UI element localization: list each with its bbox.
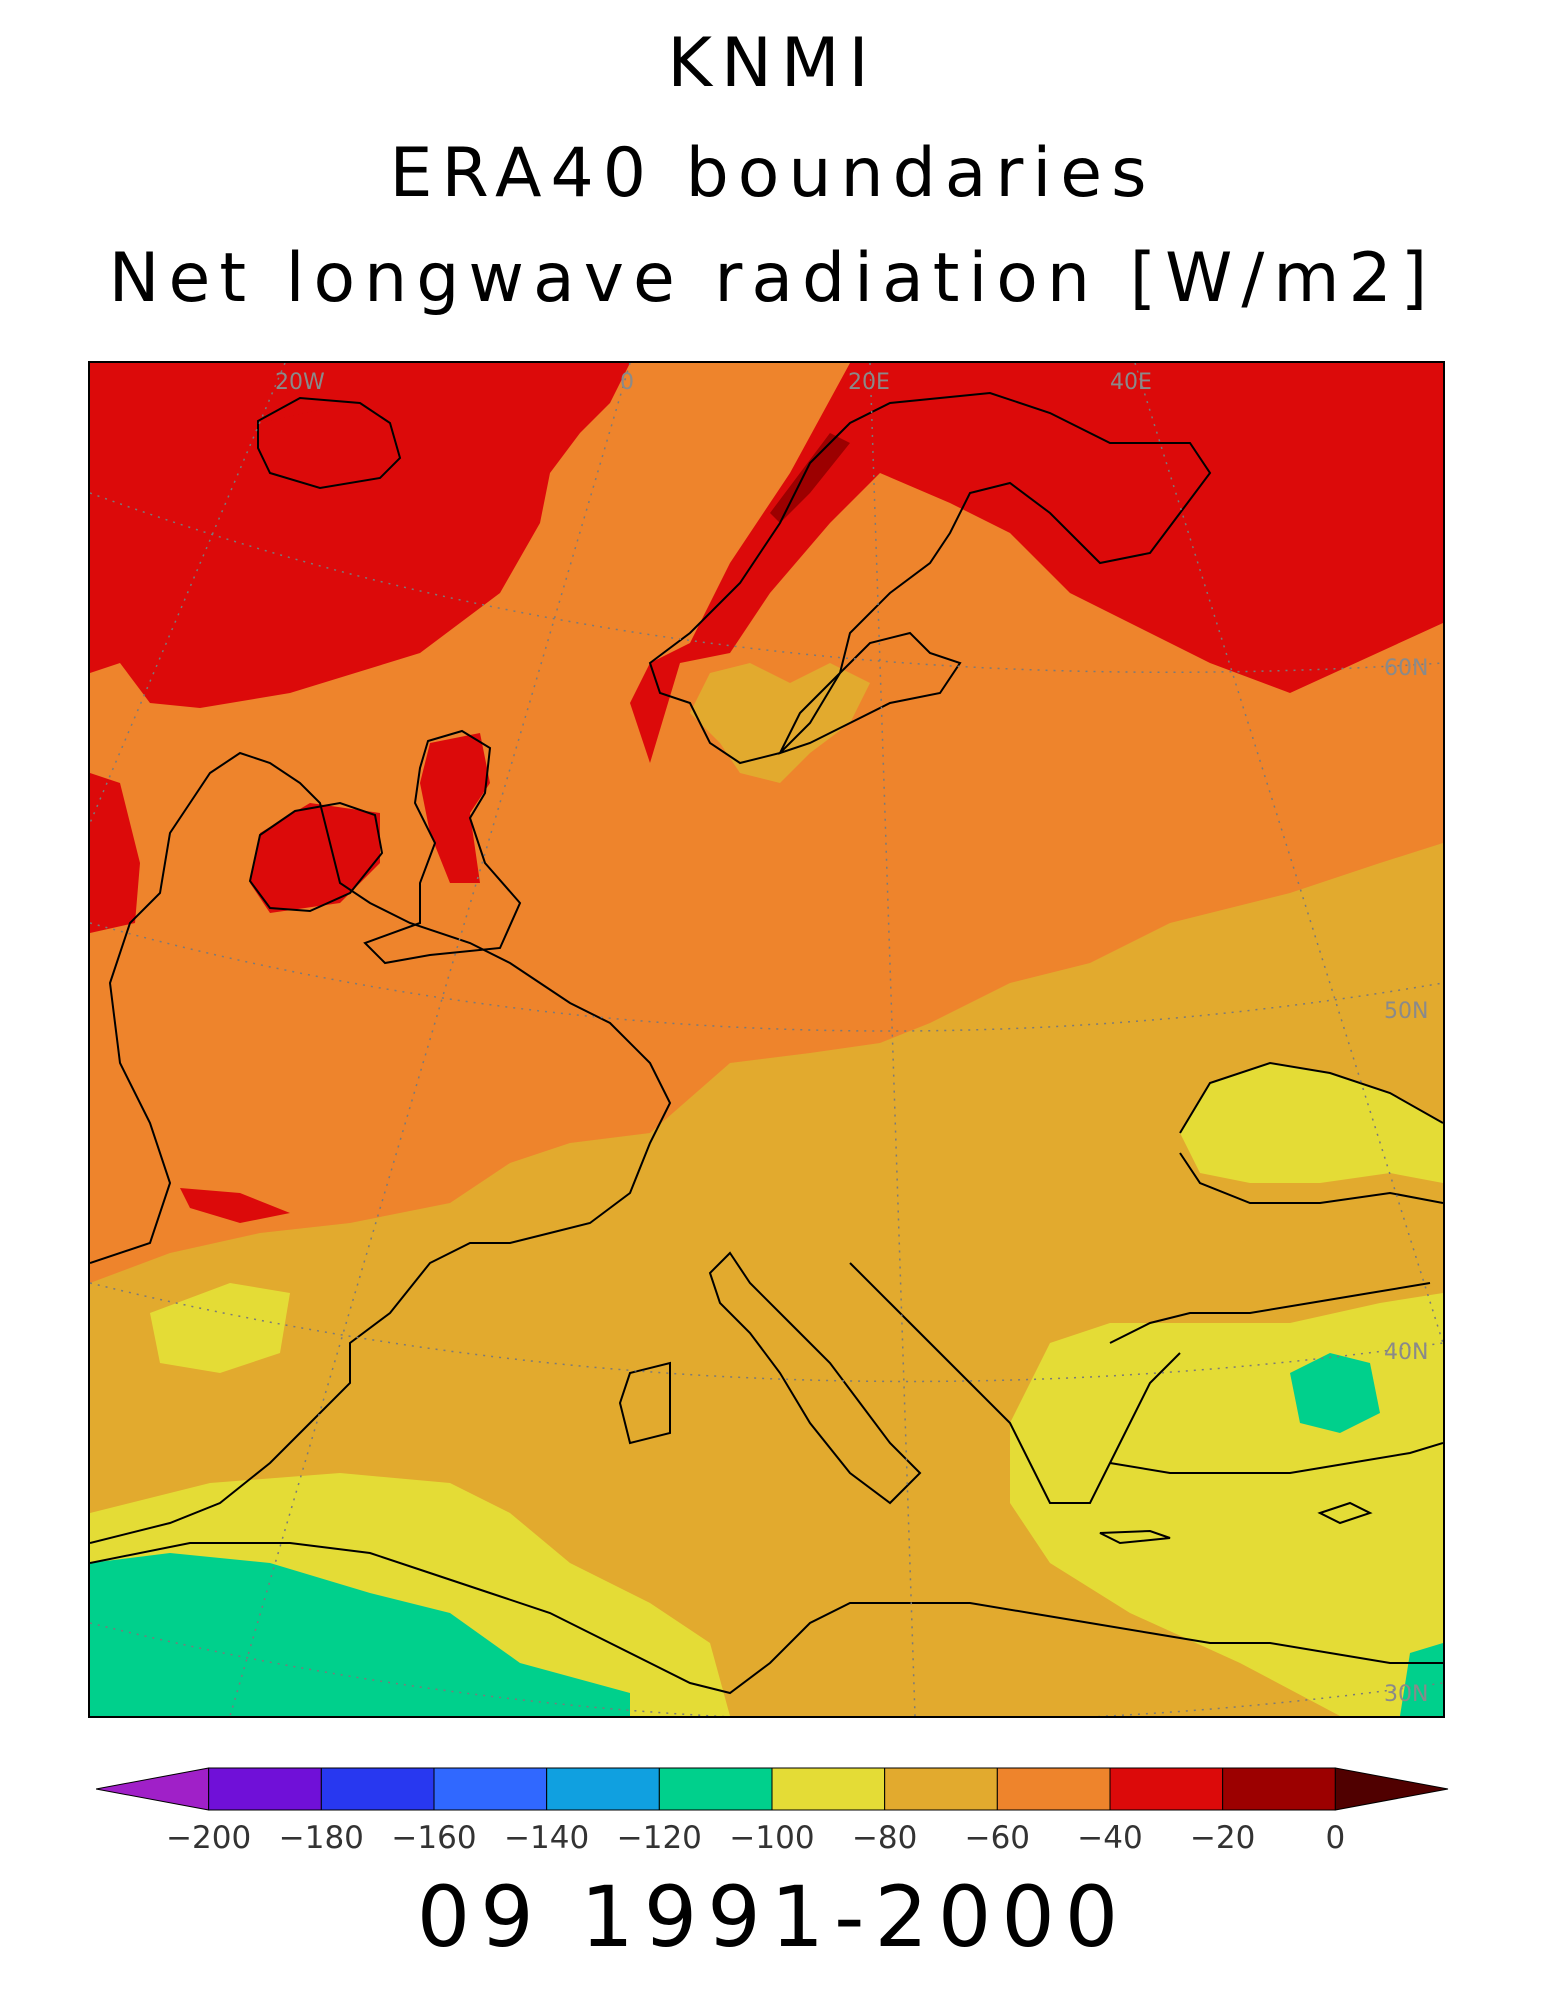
colorbar-swatch bbox=[658, 1767, 773, 1811]
graticule bbox=[90, 363, 1443, 1716]
grid-label-20w: 20W bbox=[275, 370, 325, 395]
map-panel: 20W 0 20E 40E 60N 50N 40N 30N bbox=[88, 361, 1445, 1718]
coastline-scandinavia bbox=[648, 391, 1212, 765]
grid-labels: 20W 0 20E 40E 60N 50N 40N 30N bbox=[275, 370, 1428, 1707]
colorbar-tick-label: −120 bbox=[617, 1820, 702, 1856]
coastline-balkans bbox=[849, 1262, 1181, 1504]
colorbar-swatch bbox=[1222, 1767, 1336, 1811]
graticule-lon-20e bbox=[869, 363, 916, 1716]
field-middle-east-green bbox=[1400, 1643, 1443, 1716]
colorbar-tick-label: −20 bbox=[1190, 1820, 1255, 1856]
coastline-ireland bbox=[248, 801, 384, 913]
grid-label-50n: 50N bbox=[1384, 999, 1428, 1024]
field-pyrenees-red bbox=[180, 1188, 290, 1223]
graticule-lat-30 bbox=[90, 1622, 1443, 1716]
graticule-lat-50 bbox=[90, 922, 1443, 1032]
field-iceland-red bbox=[260, 403, 400, 483]
grid-label-30n: 30N bbox=[1384, 1682, 1428, 1707]
field-ireland-red bbox=[250, 803, 380, 913]
colorbar-swatch bbox=[1109, 1767, 1224, 1811]
graticule-lat-40 bbox=[90, 1282, 1443, 1383]
graticule-lon-20w bbox=[90, 363, 286, 824]
coastline-cyprus bbox=[1317, 1501, 1373, 1525]
colorbar-tick-labels: −200 −180 −160 −140 −120 −100 −80 −60 −40 −20 0 bbox=[166, 1820, 1345, 1856]
colorbar-swatch bbox=[546, 1767, 660, 1811]
period-label: 09 1991-2000 bbox=[416, 1868, 1129, 1966]
title-line-2: ERA40 boundaries bbox=[389, 134, 1156, 213]
graticule-lat-60 bbox=[90, 492, 1443, 674]
colorbar: −200 −180 −160 −140 −120 −100 −80 −60 −40 −20 0 bbox=[96, 1767, 1449, 1856]
coastline-baltic bbox=[778, 631, 962, 755]
grid-label-20e: 20E bbox=[848, 370, 890, 395]
field-sahara-green bbox=[90, 1553, 630, 1716]
colorbar-swatch bbox=[771, 1767, 886, 1811]
coastlines bbox=[90, 391, 1443, 1695]
coastline-north-africa bbox=[90, 1542, 1443, 1695]
colorbar-tick-label: −160 bbox=[391, 1820, 476, 1856]
grid-label-40n: 40N bbox=[1384, 1340, 1428, 1365]
grid-label-60n: 60N bbox=[1384, 656, 1428, 681]
colorbar-tick-label: −180 bbox=[279, 1820, 364, 1856]
colorbar-tick-label: −80 bbox=[852, 1820, 917, 1856]
colorbar-swatch bbox=[320, 1767, 435, 1811]
colorbar-swatch bbox=[96, 1767, 210, 1811]
colorbar-tick-label: −100 bbox=[729, 1820, 814, 1856]
colorbar-tick-label: −60 bbox=[965, 1820, 1030, 1856]
title-line-1: KNMI bbox=[667, 24, 878, 103]
field-north-atlantic-red bbox=[90, 363, 630, 708]
colorbar-swatch bbox=[996, 1767, 1111, 1811]
title-line-3: Net longwave radiation [W/m2] bbox=[108, 239, 1437, 318]
coastline-europe-west bbox=[90, 751, 672, 1544]
coastline-turkey bbox=[1109, 1282, 1443, 1474]
coastline-crete bbox=[1099, 1529, 1171, 1545]
colorbar-tick-label: −200 bbox=[166, 1820, 251, 1856]
field-west-edge-red bbox=[90, 773, 140, 933]
map-canvas: 20W 0 20E 40E 60N 50N 40N 30N bbox=[90, 363, 1443, 1716]
colorbar-swatches bbox=[96, 1767, 1449, 1811]
colorbar-tick-label: −140 bbox=[504, 1820, 589, 1856]
grid-label-0: 0 bbox=[620, 370, 634, 395]
colorbar-swatch bbox=[433, 1767, 548, 1811]
coastline-italy bbox=[708, 1251, 922, 1505]
colorbar-swatch bbox=[208, 1767, 322, 1811]
colorbar-tick-label: 0 bbox=[1325, 1820, 1345, 1856]
field-britain-red bbox=[420, 733, 490, 883]
coastline-iceland bbox=[257, 396, 402, 490]
graticule-lon-40e bbox=[1134, 363, 1443, 1344]
grid-label-40e: 40E bbox=[1110, 370, 1152, 395]
colorbar-swatch bbox=[1334, 1767, 1449, 1811]
coastline-black-sea bbox=[1179, 1061, 1443, 1204]
field-baltic-amber bbox=[690, 663, 870, 783]
coastline-sardinia bbox=[618, 1361, 671, 1445]
colorbar-swatch bbox=[884, 1767, 998, 1811]
graticule-lon-0 bbox=[229, 363, 631, 1716]
colorbar-tick-label: −40 bbox=[1077, 1820, 1142, 1856]
field-black-sea-yellow bbox=[1180, 1063, 1443, 1183]
field-mountains-darkred bbox=[770, 433, 850, 523]
coastline-britain bbox=[363, 729, 522, 965]
field-anatolia-green bbox=[1290, 1353, 1380, 1433]
